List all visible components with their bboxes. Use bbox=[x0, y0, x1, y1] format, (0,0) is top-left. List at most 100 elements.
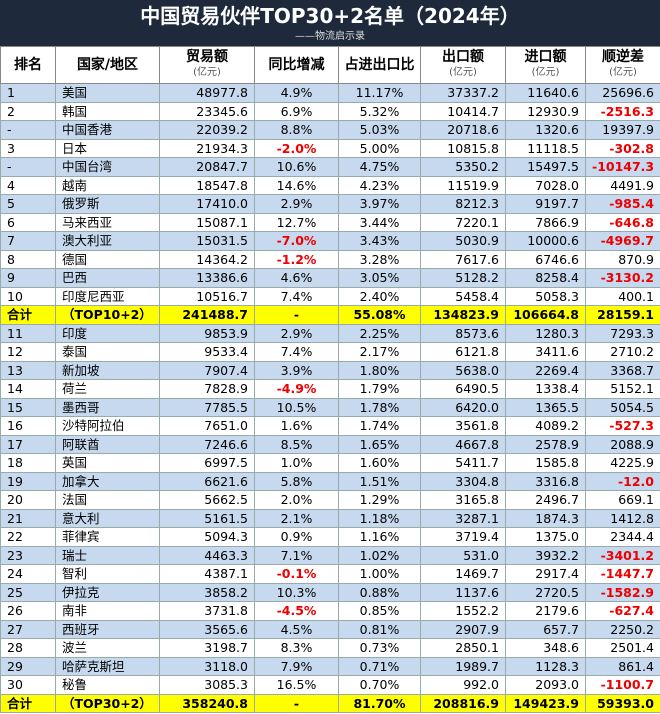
table-cell: 1338.4 bbox=[505, 379, 586, 399]
table-cell: 14 bbox=[0, 379, 56, 399]
table-cell: 11 bbox=[0, 323, 56, 343]
table-cell: 1.65% bbox=[338, 434, 421, 454]
table-cell: 1.74% bbox=[338, 416, 421, 436]
table-cell: 348.6 bbox=[505, 638, 586, 658]
table-cell: 美国 bbox=[55, 83, 160, 103]
table-row: 合计 （TOP30+2） 358240.8-81.70% 208816.9 149423… bbox=[0, 693, 660, 713]
table-row: 4 越南 18547.8 14.6% 4.23% 11519.9 7028.0 4491.9 bbox=[0, 175, 660, 195]
table-cell: 伊拉克 bbox=[55, 582, 160, 602]
table-cell: 1.0% bbox=[254, 453, 339, 473]
table-cell: -3401.2 bbox=[585, 545, 660, 565]
table-cell: 4.6% bbox=[254, 268, 339, 288]
table-cell: 2.25% bbox=[338, 323, 421, 343]
table-row: 12 泰国 9533.4 7.4% 2.17% 6121.8 3411.6 2710.2 bbox=[0, 342, 660, 362]
subtitle: ——物流启示录 bbox=[295, 31, 365, 42]
table-cell: -1100.7 bbox=[585, 675, 660, 695]
table-row: 25 伊拉克 3858.2 10.3% 0.88% 1137.6 2720.5 -1582.9 bbox=[0, 582, 660, 602]
table-cell: 15031.5 bbox=[159, 231, 255, 251]
table-cell: 波兰 bbox=[55, 638, 160, 658]
table-cell: 6746.6 bbox=[505, 249, 586, 269]
table-cell: 德国 bbox=[55, 249, 160, 269]
column-header: 出口额 (亿元) bbox=[420, 46, 506, 84]
table-cell: 5.03% bbox=[338, 120, 421, 140]
table-cell: 2710.2 bbox=[585, 342, 660, 362]
column-unit: (亿元) bbox=[609, 67, 637, 78]
table-cell: 8.3% bbox=[254, 638, 339, 658]
table-cell: 16.5% bbox=[254, 675, 339, 695]
table-row: 15 墨西哥 7785.5 10.5% 1.78% 6420.0 1365.5 5054.5 bbox=[0, 397, 660, 417]
table-cell: 1.60% bbox=[338, 453, 421, 473]
table-cell: 4089.2 bbox=[505, 416, 586, 436]
table-cell: 1.02% bbox=[338, 545, 421, 565]
table-cell: 3932.2 bbox=[505, 545, 586, 565]
table-cell: 15087.1 bbox=[159, 212, 255, 232]
table-cell: 1375.0 bbox=[505, 527, 586, 547]
column-label: 国家/地区 bbox=[76, 57, 139, 73]
table-cell: -10147.3 bbox=[585, 157, 660, 177]
table-cell: 106664.8 bbox=[505, 305, 586, 325]
table-cell: 9853.9 bbox=[159, 323, 255, 343]
table-cell: 7866.9 bbox=[505, 212, 586, 232]
table-cell: 7246.6 bbox=[159, 434, 255, 454]
table-cell: 3.05% bbox=[338, 268, 421, 288]
table-cell: 3.97% bbox=[338, 194, 421, 214]
column-label: 出口额 bbox=[442, 49, 484, 65]
table-cell: 越南 bbox=[55, 175, 160, 195]
table-cell: 2917.4 bbox=[505, 564, 586, 584]
table-row: 8 德国 14364.2 -1.2% 3.28% 7617.6 6746.6 870.9 bbox=[0, 249, 660, 269]
table-cell: 荷兰 bbox=[55, 379, 160, 399]
table-cell: 韩国 bbox=[55, 101, 160, 121]
table-cell: 4491.9 bbox=[585, 175, 660, 195]
table-cell: -1447.7 bbox=[585, 564, 660, 584]
table-cell: 2.9% bbox=[254, 194, 339, 214]
table-cell: 18547.8 bbox=[159, 175, 255, 195]
table-cell: 10815.8 bbox=[420, 138, 506, 158]
title: 中国贸易伙伴TOP30+2名单（2024年） bbox=[140, 4, 520, 28]
table-cell: 7.4% bbox=[254, 342, 339, 362]
table-cell: 11118.5 bbox=[505, 138, 586, 158]
table-cell: 中国香港 bbox=[55, 120, 160, 140]
table-cell: 8258.4 bbox=[505, 268, 586, 288]
table-cell: 3165.8 bbox=[420, 490, 506, 510]
table-cell: 28 bbox=[0, 638, 56, 658]
table-cell: 10516.7 bbox=[159, 286, 255, 306]
table-cell: 531.0 bbox=[420, 545, 506, 565]
table-cell: 7.9% bbox=[254, 656, 339, 676]
table-cell: 9197.7 bbox=[505, 194, 586, 214]
table-cell: 1365.5 bbox=[505, 397, 586, 417]
table-cell: 17 bbox=[0, 434, 56, 454]
table-row: 9 巴西 13386.6 4.6% 3.05% 5128.2 8258.4 -3130.2 bbox=[0, 268, 660, 288]
table-cell: 13 bbox=[0, 360, 56, 380]
table-cell: 3368.7 bbox=[585, 360, 660, 380]
table-cell: 2179.6 bbox=[505, 601, 586, 621]
table-cell: 22039.2 bbox=[159, 120, 255, 140]
table-cell: 5161.5 bbox=[159, 508, 255, 528]
table-cell: - bbox=[0, 157, 56, 177]
table-cell: 1585.8 bbox=[505, 453, 586, 473]
table-cell: 30 bbox=[0, 675, 56, 695]
table-cell: 9 bbox=[0, 268, 56, 288]
table-cell: 23345.6 bbox=[159, 101, 255, 121]
table-cell: 21934.3 bbox=[159, 138, 255, 158]
table-cell: 10.6% bbox=[254, 157, 339, 177]
table-cell: 26 bbox=[0, 601, 56, 621]
table-cell: 意大利 bbox=[55, 508, 160, 528]
table-cell: -4.5% bbox=[254, 601, 339, 621]
table-cell: 5152.1 bbox=[585, 379, 660, 399]
table-cell: 19 bbox=[0, 471, 56, 491]
table-row: 18 英国 6997.5 1.0% 1.60% 5411.7 1585.8 4225.9 bbox=[0, 453, 660, 473]
table-cell: 6121.8 bbox=[420, 342, 506, 362]
table-row: 13 新加坡 7907.4 3.9% 1.80% 5638.0 2269.4 3368.7 bbox=[0, 360, 660, 380]
table-row: 14 荷兰 7828.9 -4.9% 1.79% 6490.5 1338.4 5152.1 bbox=[0, 379, 660, 399]
table-cell: 1.80% bbox=[338, 360, 421, 380]
table-row: 16 沙特阿拉伯 7651.0 1.6% 1.74% 3561.8 4089.2 -527.3 bbox=[0, 416, 660, 436]
table-cell: 4.5% bbox=[254, 619, 339, 639]
table-cell: 印度 bbox=[55, 323, 160, 343]
table-cell: 29 bbox=[0, 656, 56, 676]
column-header: 顺逆差 (亿元) bbox=[585, 46, 660, 84]
table-cell: -646.8 bbox=[585, 212, 660, 232]
table-cell: 20 bbox=[0, 490, 56, 510]
table-cell: 3.44% bbox=[338, 212, 421, 232]
table-cell: 澳大利亚 bbox=[55, 231, 160, 251]
table-cell: 2578.9 bbox=[505, 434, 586, 454]
